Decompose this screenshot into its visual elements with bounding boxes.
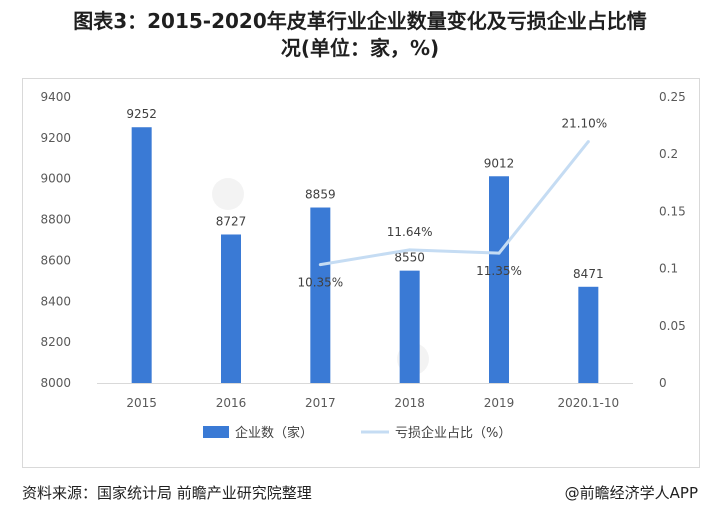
chart-svg: 8000 8200 8400 8600 8800 9000 9200 9400 0 0.05 0.… (40, 90, 686, 441)
left-axis-tick-label: 8600 (40, 253, 71, 267)
credit-note: @前瞻经济学人APP (564, 484, 698, 502)
right-axis-tick-label: 0 (659, 376, 667, 390)
line-series: 10.35% 11.64% 11.35% 21.10% (297, 117, 607, 290)
left-axis-tick-label: 9200 (40, 131, 71, 145)
source-note: 资料来源：国家统计局 前瞻产业研究院整理 (22, 484, 312, 502)
bar-series: 9252 8727 8859 8550 9012 8471 (126, 107, 604, 383)
x-axis-tick-label: 2017 (305, 396, 336, 410)
x-axis: 2015 2016 2017 2018 2019 2020.1-10 (97, 383, 633, 410)
line-value-label: 11.35% (476, 264, 522, 278)
chart-title-line-1: 图表3：2015-2020年皮革行业企业数量变化及亏损企业占比情 (73, 9, 647, 33)
right-axis-tick-label: 0.2 (659, 147, 678, 161)
line-point (586, 140, 590, 144)
loss-ratio-line (320, 140, 590, 267)
left-axis-tick-label: 8200 (40, 335, 71, 349)
legend-line-label: 亏损企业占比（%） (395, 425, 511, 441)
legend: 企业数（家） 亏损企业占比（%） (203, 425, 511, 441)
line-value-label: 21.10% (561, 117, 607, 131)
bar-value-label: 8727 (216, 214, 247, 228)
bar-2015 (131, 127, 152, 383)
bar-value-label: 9252 (126, 107, 157, 121)
bar-value-label: 8859 (305, 188, 336, 202)
x-axis-tick-label: 2020.1-10 (558, 396, 620, 410)
right-axis-tick-label: 0.05 (659, 319, 686, 333)
right-axis-tick-label: 0.1 (659, 262, 678, 276)
bar-2017 (310, 207, 331, 383)
x-axis-tick-label: 2018 (394, 396, 425, 410)
chart-area: 8000 8200 8400 8600 8800 9000 9200 9400 0 0.05 0.… (22, 78, 700, 468)
bar-2016 (221, 234, 241, 383)
right-axis: 0 0.05 0.1 0.15 0.2 0.25 (659, 90, 686, 390)
line-value-label: 10.35% (297, 276, 343, 290)
right-axis-tick-label: 0.25 (659, 90, 686, 104)
bar-2019 (489, 176, 509, 383)
left-axis-tick-label: 9000 (40, 172, 71, 186)
chart-title-line-2: 况(单位：家，%) (280, 36, 440, 60)
left-axis-tick-label: 8000 (40, 376, 71, 390)
left-axis-tick-label: 9400 (40, 90, 71, 104)
line-point (497, 251, 501, 255)
chart-title: 图表3：2015-2020年皮革行业企业数量变化及亏损企业占比情 况(单位：家，… (0, 8, 720, 62)
legend-bar-label: 企业数（家） (235, 425, 313, 441)
bar-value-label: 9012 (484, 156, 515, 170)
right-axis-tick-label: 0.15 (659, 204, 686, 218)
left-axis-tick-label: 8800 (40, 213, 71, 227)
left-axis: 8000 8200 8400 8600 8800 9000 9200 9400 (40, 90, 71, 390)
legend-bar-swatch (203, 426, 229, 438)
line-point (408, 248, 412, 252)
bar-2020.1-10 (578, 286, 599, 383)
x-axis-tick-label: 2016 (216, 396, 247, 410)
bar-value-label: 8471 (573, 267, 604, 281)
left-axis-tick-label: 8400 (40, 294, 71, 308)
x-axis-tick-label: 2019 (484, 396, 515, 410)
bar-2018 (399, 270, 420, 383)
line-point (318, 263, 322, 267)
line-value-label: 11.64% (387, 225, 433, 239)
x-axis-tick-label: 2015 (126, 396, 157, 410)
bar-value-label: 8550 (394, 251, 425, 265)
